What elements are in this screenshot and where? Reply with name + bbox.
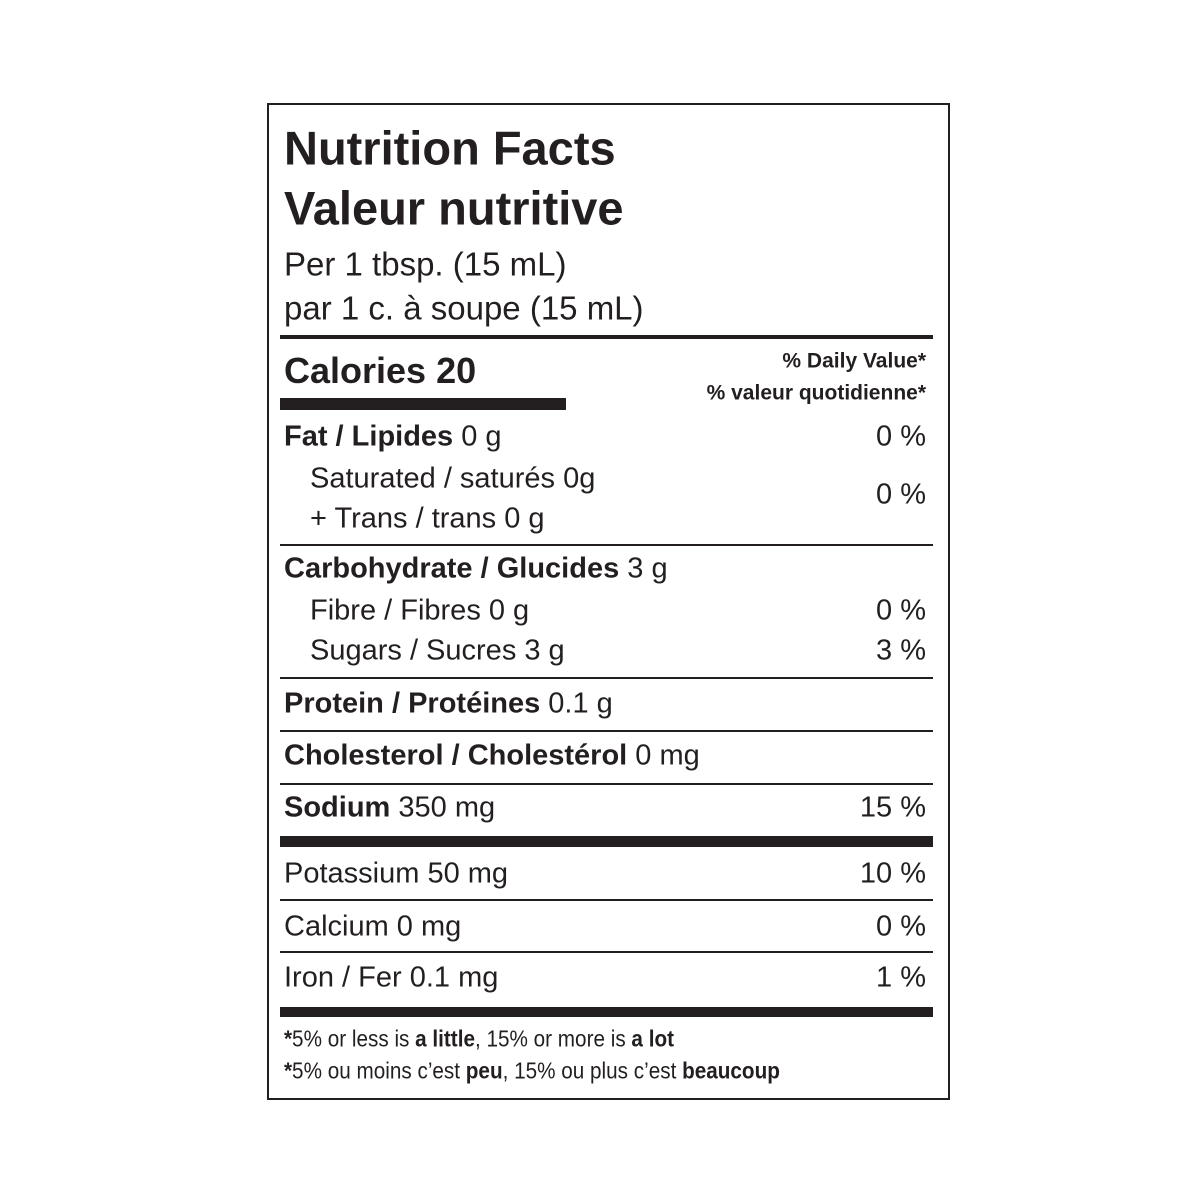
footnote-emphasis: a little bbox=[415, 1025, 475, 1052]
nutrient-name: Sodium bbox=[284, 791, 391, 824]
serving-fr: par 1 c. à soupe (15 mL) bbox=[284, 289, 644, 327]
calories-bar bbox=[280, 398, 566, 410]
thick-rule bbox=[280, 1007, 933, 1017]
footnote-emphasis: beaucoup bbox=[682, 1057, 780, 1084]
daily-value: 3 % bbox=[876, 634, 926, 667]
nutrient-amount: 0 g bbox=[461, 420, 502, 453]
iron: Iron / Fer 0.1 mg bbox=[284, 961, 499, 994]
nutrient-amount: 350 mg bbox=[398, 791, 496, 824]
footnote-en: *5% or less is a little, 15% or more is … bbox=[284, 1025, 674, 1052]
fibre: Fibre / Fibres 0 g bbox=[310, 594, 530, 627]
daily-value: 1 % bbox=[876, 961, 926, 994]
protein-row: Protein / Protéines 0.1 g bbox=[284, 687, 613, 720]
sugars: Sugars / Sucres 3 g bbox=[310, 634, 565, 667]
rule bbox=[280, 951, 933, 953]
footnote-text: 5% or less is bbox=[292, 1025, 416, 1052]
footnote-text: , 15% ou plus c’est bbox=[502, 1057, 683, 1084]
calories: Calories 20 bbox=[284, 350, 477, 391]
potassium: Potassium 50 mg bbox=[284, 857, 509, 890]
daily-value: 10 % bbox=[859, 857, 926, 890]
calcium: Calcium 0 mg bbox=[284, 910, 462, 943]
nutrient-name: Fat / Lipides bbox=[284, 420, 454, 453]
nutrient-name: Cholesterol / Cholestérol bbox=[284, 739, 628, 772]
daily-value: 0 % bbox=[876, 420, 926, 453]
nutrient-amount: 0.1 g bbox=[548, 687, 613, 720]
nutrient-name: Carbohydrate / Glucides bbox=[284, 552, 620, 585]
label-border bbox=[267, 103, 950, 1100]
rule bbox=[280, 730, 933, 732]
daily-value-fr: % valeur quotidienne* bbox=[706, 381, 926, 405]
nutrient-amount: 3 g bbox=[627, 552, 668, 585]
asterisk: * bbox=[284, 1057, 293, 1084]
rule bbox=[280, 335, 933, 339]
saturated: Saturated / saturés 0g bbox=[310, 462, 596, 495]
trans: + Trans / trans 0 g bbox=[310, 502, 545, 535]
carbohydrate-row: Carbohydrate / Glucides 3 g bbox=[284, 552, 668, 585]
rule bbox=[280, 544, 933, 546]
title-fr: Valeur nutritive bbox=[284, 181, 624, 235]
nutrient-name: Protein / Protéines bbox=[284, 687, 541, 720]
rule bbox=[280, 899, 933, 901]
footnote-emphasis: peu bbox=[465, 1057, 503, 1084]
title-en: Nutrition Facts bbox=[284, 121, 616, 175]
fat-row: Fat / Lipides 0 g bbox=[284, 420, 502, 453]
thick-rule bbox=[280, 836, 933, 847]
nutrient-amount: 0 mg bbox=[635, 739, 700, 772]
daily-value: 15 % bbox=[859, 791, 926, 824]
sodium-row: Sodium 350 mg bbox=[284, 791, 496, 824]
serving-en: Per 1 tbsp. (15 mL) bbox=[284, 245, 567, 283]
daily-value: 0 % bbox=[876, 478, 926, 511]
cholesterol-row: Cholesterol / Cholestérol 0 mg bbox=[284, 739, 700, 772]
footnote-fr: *5% ou moins c’est peu, 15% ou plus c’es… bbox=[284, 1057, 780, 1084]
footnote-emphasis: a lot bbox=[631, 1025, 674, 1052]
footnote-text: 5% ou moins c’est bbox=[292, 1057, 466, 1084]
rule bbox=[280, 783, 933, 785]
asterisk: * bbox=[284, 1025, 293, 1052]
daily-value-en: % Daily Value* bbox=[782, 349, 926, 373]
footnote-text: , 15% or more is bbox=[474, 1025, 632, 1052]
daily-value: 0 % bbox=[876, 594, 926, 627]
daily-value: 0 % bbox=[876, 910, 926, 943]
rule bbox=[280, 677, 933, 679]
